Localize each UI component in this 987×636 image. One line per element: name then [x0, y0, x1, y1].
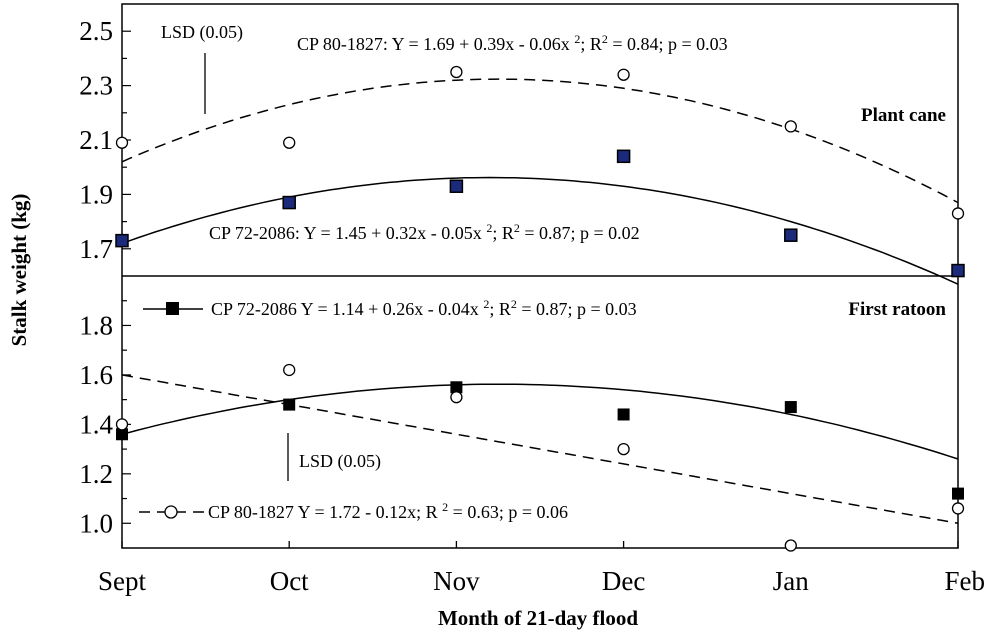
fit-curve-plant-cane-cp80 — [121, 78, 959, 204]
y-tick-label: 1.4 — [79, 409, 113, 439]
data-point-plant-cane-cp80 — [283, 136, 296, 149]
data-point-first-ratoon-cp80 — [283, 363, 296, 377]
data-point-first-ratoon-cp80 — [784, 539, 797, 552]
data-point-first-ratoon-cp72 — [617, 408, 630, 421]
equation-first-ratoon-cp80: CP 80-1827 Y = 1.72 - 0.12x; R 2 = 0.63;… — [208, 500, 568, 522]
fit-curve-first-ratoon-cp80 — [121, 374, 959, 525]
equation-plant-cane-cp80: CP 80-1827: Y = 1.69 + 0.39x - 0.06x 2; … — [297, 32, 728, 54]
data-markers — [115, 65, 965, 552]
y-tick-label: 1.9 — [79, 179, 113, 209]
fit-curve-plant-cane-cp72 — [121, 176, 959, 285]
x-tick-label: Oct — [270, 566, 309, 596]
data-point-first-ratoon-cp80 — [951, 502, 965, 515]
y-tick-label: 1.8 — [79, 310, 113, 340]
legend-marker-cp80 — [164, 505, 178, 519]
panel-title-plant-cane: Plant cane — [861, 105, 946, 126]
equation-first-ratoon-cp72: CP 72-2086 Y = 1.14 + 0.26x - 0.04x 2; R… — [211, 297, 637, 319]
data-point-first-ratoon-cp80 — [115, 418, 129, 431]
data-point-plant-cane-cp80 — [784, 120, 797, 133]
data-point-plant-cane-cp72 — [616, 149, 631, 164]
data-point-plant-cane-cp72 — [951, 263, 965, 278]
data-point-first-ratoon-cp72 — [784, 401, 797, 414]
data-point-first-ratoon-cp72 — [952, 487, 964, 500]
data-point-first-ratoon-cp72 — [450, 381, 463, 394]
data-point-first-ratoon-cp80 — [617, 442, 630, 456]
y-tick-label: 1.0 — [79, 508, 113, 538]
lsd-label-plant-cane: LSD (0.05) — [161, 22, 243, 43]
data-point-first-ratoon-cp72 — [283, 398, 296, 411]
data-point-plant-cane-cp72 — [115, 233, 129, 248]
y-tick-label: 1.2 — [79, 459, 113, 489]
data-point-first-ratoon-cp72 — [116, 428, 128, 441]
x-axis-title: Month of 21-day flood — [438, 606, 638, 630]
fit-curve-first-ratoon-cp72 — [121, 383, 959, 460]
y-tick-label: 2.1 — [79, 125, 113, 155]
plot-frame — [121, 3, 959, 549]
axis-ticks — [121, 30, 959, 548]
legend-marker-cp72 — [166, 302, 179, 315]
equation-plant-cane-cp72: CP 72-2086: Y = 1.45 + 0.32x - 0.05x 2; … — [209, 221, 640, 243]
data-point-plant-cane-cp80 — [115, 136, 129, 149]
x-tick-label: Feb — [945, 566, 986, 596]
data-point-plant-cane-cp80 — [450, 65, 463, 79]
data-point-first-ratoon-cp80 — [450, 391, 463, 404]
data-point-plant-cane-cp72 — [784, 228, 798, 242]
x-tick-label: Jan — [773, 566, 809, 596]
axis-labels: Sept Oct Nov Dec Jan Feb 1.7 1.9 2.1 2.3 2.5 1.0 1.2… — [79, 16, 985, 596]
y-tick-label: 2.5 — [79, 16, 113, 46]
x-tick-label: Nov — [433, 566, 480, 596]
data-point-plant-cane-cp80 — [617, 68, 630, 81]
lsd-label-first-ratoon: LSD (0.05) — [299, 451, 381, 472]
data-point-plant-cane-cp72 — [449, 179, 464, 193]
y-axis-title: Stalk weight (kg) — [7, 194, 31, 347]
y-tick-label: 2.3 — [79, 71, 113, 101]
panel-title-first-ratoon: First ratoon — [848, 299, 946, 320]
fit-curves — [121, 78, 959, 525]
x-tick-label: Dec — [602, 566, 645, 596]
data-point-plant-cane-cp72 — [282, 195, 296, 210]
x-tick-label: Sept — [98, 566, 147, 596]
y-tick-label: 1.6 — [79, 360, 113, 390]
data-point-plant-cane-cp80 — [951, 207, 965, 220]
y-tick-label: 1.7 — [79, 234, 113, 264]
